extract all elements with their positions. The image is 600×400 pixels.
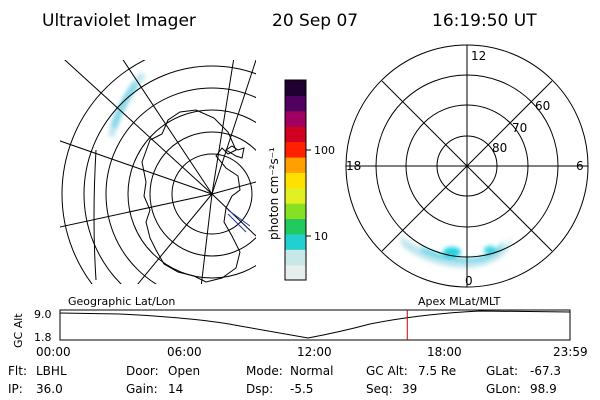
ip-value: 36.0 — [36, 382, 63, 396]
ip-key: IP: — [8, 382, 23, 396]
door-value: Open — [168, 364, 201, 378]
colorbar-swatch — [285, 203, 306, 220]
timeline-right-label: Apex MLat/MLT — [418, 295, 501, 308]
geographic-map — [60, 60, 256, 284]
colorbar-swatch — [285, 264, 306, 281]
colorbar-swatch — [285, 187, 306, 204]
time-tick-1200: 12:00 — [297, 345, 332, 359]
timeline-ylabel: GC Alt — [12, 313, 25, 348]
colorbar-swatch — [285, 80, 306, 96]
mode-key: Mode: — [246, 364, 283, 378]
longitude-lines — [60, 60, 256, 284]
time-tick-1800: 18:00 — [427, 345, 462, 359]
colorbar-ticks — [306, 149, 311, 237]
mlat-label-80: 80 — [492, 141, 507, 155]
coastline — [141, 109, 241, 283]
timeline-left-label: Geographic Lat/Lon — [68, 295, 175, 308]
mlat-label-70: 70 — [512, 121, 527, 135]
dsp-value: -5.5 — [290, 382, 314, 396]
colorbar-swatch — [285, 95, 306, 112]
coastline-islands — [225, 145, 245, 159]
colorbar-swatch — [285, 156, 306, 173]
colorbar-swatch — [285, 249, 306, 266]
mode-value: Normal — [290, 364, 334, 378]
time-tick-0000: 00:00 — [36, 345, 71, 359]
continent-edge — [93, 149, 97, 281]
colorbar-swatch — [285, 126, 306, 143]
filter-key: Flt: — [8, 364, 27, 378]
time-tick-2359: 23:59 — [553, 345, 588, 359]
satellite-track — [227, 209, 251, 233]
filter-value: LBHL — [36, 364, 67, 378]
glon-value: 98.9 — [530, 382, 557, 396]
colorbar-swatches — [285, 80, 306, 281]
header-date: 20 Sep 07 — [272, 11, 358, 31]
altitude-curve — [59, 310, 571, 339]
dsp-key: Dsp: — [246, 382, 274, 396]
mlt-label-top: 12 — [471, 49, 486, 63]
time-tick-0600: 06:00 — [167, 345, 202, 359]
altitude-timeline: Geographic Lat/Lon Apex MLat/MLT 9.0 1.8… — [12, 295, 588, 359]
door-key: Door: — [126, 364, 159, 378]
colorbar-swatch — [285, 110, 306, 127]
aurora-emission-geo — [108, 72, 146, 138]
glon-key: GLon: — [486, 382, 521, 396]
glat-key: GLat: — [486, 364, 519, 378]
mlt-label-bottom: 0 — [465, 274, 473, 288]
mlt-label-left: 18 — [346, 159, 361, 173]
colorbar-unit-label: photon cm⁻²s⁻¹ — [267, 147, 281, 240]
colorbar-tick-10: 10 — [314, 230, 328, 243]
gain-value: 14 — [168, 382, 184, 396]
mlat-label-60: 60 — [535, 99, 550, 113]
gcalt-value: 7.5 Re — [418, 364, 457, 378]
colorbar-tick-100: 100 — [314, 144, 335, 157]
latitude-circles — [61, 60, 256, 284]
gain-key: Gain: — [126, 382, 158, 396]
magnetic-polar-plot: 12 18 6 0 60 70 80 — [345, 44, 589, 288]
instrument-title: Ultraviolet Imager — [42, 11, 196, 31]
seq-key: Seq: — [366, 382, 393, 396]
mlt-label-right: 6 — [576, 159, 584, 173]
seq-value: 39 — [402, 382, 418, 396]
alt-tick-low: 1.8 — [34, 331, 52, 344]
header-time: 16:19:50 UT — [432, 11, 537, 31]
glat-value: -67.3 — [530, 364, 562, 378]
alt-tick-high: 9.0 — [34, 308, 52, 321]
colorbar-swatch — [285, 218, 306, 235]
gcalt-key: GC Alt: — [366, 364, 408, 378]
colorbar: 100 10 photon cm⁻²s⁻¹ — [267, 79, 335, 281]
colorbar-swatch — [285, 141, 306, 158]
colorbar-swatch — [285, 172, 306, 189]
colorbar-swatch — [285, 233, 306, 250]
